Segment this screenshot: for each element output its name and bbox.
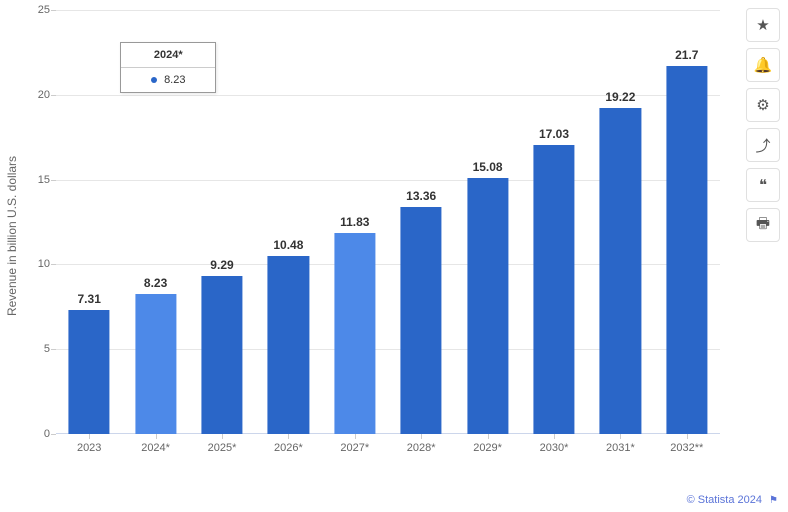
y-tick-label: 15: [38, 174, 50, 186]
bar-slot: 11.832027*: [322, 10, 388, 434]
y-tick-label: 0: [44, 428, 50, 440]
bar-value-label: 17.03: [539, 127, 569, 141]
print-button[interactable]: 🖶: [746, 208, 780, 242]
x-tick-mark: [288, 434, 289, 439]
share-icon: ⤴: [755, 135, 770, 156]
bar-slot: 17.032030*: [521, 10, 587, 434]
bar-value-label: 15.08: [473, 160, 503, 174]
x-tick-label: 2024*: [141, 442, 170, 454]
x-tick-mark: [421, 434, 422, 439]
bar-value-label: 10.48: [273, 238, 303, 252]
share-button[interactable]: ⤴: [746, 128, 780, 162]
tooltip-body: 8.23: [121, 68, 215, 92]
attribution[interactable]: © Statista 2024 ⚑: [687, 494, 778, 506]
print-icon: 🖶: [756, 213, 770, 238]
citation-button[interactable]: ❝: [746, 168, 780, 202]
bar[interactable]: 7.31: [69, 310, 110, 434]
x-tick-label: 2029*: [473, 442, 502, 454]
notify-icon: 🔔: [754, 56, 773, 74]
bar-value-label: 11.83: [340, 215, 369, 229]
bar-slot: 13.362028*: [388, 10, 454, 434]
x-tick-mark: [488, 434, 489, 439]
bar-value-label: 19.22: [605, 90, 635, 104]
bar-value-label: 21.7: [675, 48, 698, 62]
bar-slot: 15.082029*: [454, 10, 520, 434]
tooltip-series-dot: [151, 77, 157, 83]
y-tick-label: 5: [44, 343, 50, 355]
x-tick-mark: [620, 434, 621, 439]
x-tick-label: 2032**: [670, 442, 703, 454]
bar[interactable]: 11.83: [334, 233, 375, 434]
tooltip: 2024* 8.23: [120, 42, 216, 93]
bar[interactable]: 9.29: [201, 276, 242, 434]
bar-slot: 10.482026*: [255, 10, 321, 434]
y-tick-label: 10: [38, 258, 50, 270]
x-tick-mark: [222, 434, 223, 439]
tooltip-value: 8.23: [164, 74, 185, 86]
chart-area: Revenue in billion U.S. dollars 05101520…: [56, 10, 720, 462]
x-tick-label: 2028*: [407, 442, 436, 454]
bar[interactable]: 19.22: [600, 108, 641, 434]
tooltip-title: 2024*: [121, 43, 215, 68]
bar-value-label: 9.29: [210, 258, 233, 272]
bar[interactable]: 13.36: [401, 207, 442, 434]
notify-button[interactable]: 🔔: [746, 48, 780, 82]
bar-value-label: 8.23: [144, 276, 167, 290]
bar[interactable]: 17.03: [533, 145, 574, 434]
bar-value-label: 7.31: [78, 292, 101, 306]
favorite-icon: ★: [756, 16, 769, 34]
bar[interactable]: 10.48: [268, 256, 309, 434]
attribution-text: © Statista 2024: [687, 494, 762, 506]
bar-slot: 21.72032**: [654, 10, 720, 434]
x-tick-label: 2026*: [274, 442, 303, 454]
favorite-button[interactable]: ★: [746, 8, 780, 42]
x-tick-label: 2023: [77, 442, 101, 454]
x-tick-label: 2031*: [606, 442, 635, 454]
citation-icon: ❝: [759, 176, 767, 194]
y-tick-label: 25: [38, 4, 50, 16]
settings-button[interactable]: ⚙: [746, 88, 780, 122]
y-tick-label: 20: [38, 89, 50, 101]
y-axis-label: Revenue in billion U.S. dollars: [5, 156, 19, 316]
x-tick-mark: [156, 434, 157, 439]
bar-value-label: 13.36: [406, 189, 436, 203]
x-tick-mark: [89, 434, 90, 439]
x-tick-mark: [554, 434, 555, 439]
bar-slot: 19.222031*: [587, 10, 653, 434]
bar[interactable]: 8.23: [135, 294, 176, 434]
toolbar: ★ 🔔 ⚙ ⤴ ❝ 🖶: [746, 8, 780, 242]
settings-icon: ⚙: [756, 96, 769, 114]
x-tick-label: 2030*: [540, 442, 569, 454]
bar[interactable]: 15.08: [467, 178, 508, 434]
x-tick-mark: [355, 434, 356, 439]
x-tick-mark: [687, 434, 688, 439]
report-flag-icon[interactable]: ⚑: [769, 495, 778, 506]
x-tick-label: 2025*: [208, 442, 237, 454]
y-tick-mark: [51, 434, 56, 435]
bar-slot: 7.312023: [56, 10, 122, 434]
x-tick-label: 2027*: [340, 442, 369, 454]
bar[interactable]: 21.7: [666, 66, 707, 434]
